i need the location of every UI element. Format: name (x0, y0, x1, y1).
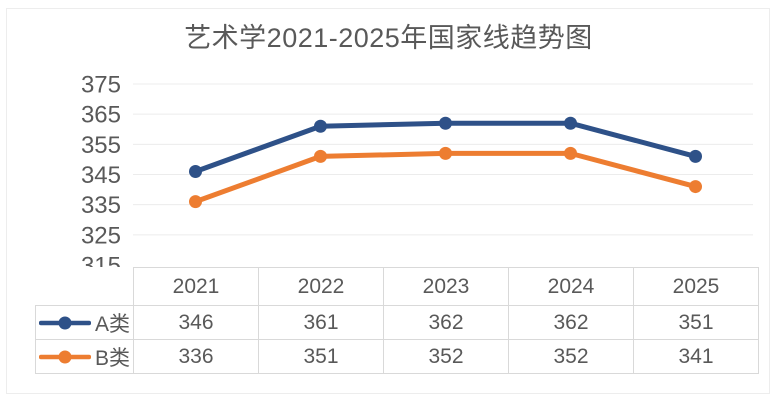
y-tick-label: 345 (81, 162, 121, 189)
value-cell: 352 (383, 339, 509, 374)
data-point-B类-2025 (689, 180, 702, 194)
data-point-A类-2025 (689, 149, 702, 163)
value-cell: 352 (508, 339, 634, 374)
data-point-B类-2023 (439, 146, 452, 160)
legend-cell: B类 (35, 339, 134, 374)
year-header-cell: 2021 (133, 267, 259, 306)
y-tick-label: 365 (81, 102, 121, 129)
value-cell: 341 (633, 339, 759, 374)
value-cell: 351 (258, 339, 384, 374)
year-header-cell: 2022 (258, 267, 384, 306)
year-header-row: 2021 2022 2023 2024 2025 (36, 267, 759, 306)
y-tick-label: 355 (81, 132, 121, 159)
legend-key-icon (38, 350, 91, 363)
value-cell: 361 (258, 305, 384, 340)
data-point-A类-2024 (564, 116, 577, 130)
year-header-cell: 2024 (508, 267, 634, 306)
data-point-B类-2022 (314, 149, 327, 163)
series-row-B类: B类 336 351 352 352 341 (35, 339, 759, 374)
y-tick-label: 375 (81, 72, 121, 99)
data-point-A类-2022 (314, 119, 327, 133)
line-plot: 375 365 355 345 335 325 315 (81, 72, 753, 268)
data-point-B类-2021 (189, 195, 202, 209)
y-tick-label: 335 (81, 192, 121, 219)
value-cell: 346 (133, 305, 259, 340)
data-point-A类-2021 (189, 164, 202, 178)
value-cell: 351 (633, 305, 759, 340)
series-line-B类 (193, 150, 698, 205)
year-header-cell: 2025 (633, 267, 759, 306)
data-point-A类-2023 (439, 116, 452, 130)
table-corner-cell (36, 268, 134, 306)
series-row-A类: A类 346 361 362 362 351 (35, 305, 759, 340)
series-name-label: B类 (94, 346, 130, 370)
value-cell: 336 (133, 339, 259, 374)
data-point-B类-2024 (564, 146, 577, 160)
value-cell: 362 (508, 305, 634, 340)
data-table: 2021 2022 2023 2024 2025 A类 346 361 362 362 351 B类… (35, 267, 759, 374)
y-tick-label: 325 (81, 222, 121, 249)
y-tick-label: 315 (81, 253, 121, 268)
legend-cell: A类 (35, 305, 134, 340)
legend-key-icon (38, 316, 91, 329)
year-header-cell: 2023 (383, 267, 509, 306)
chart-title: 艺术学2021-2025年国家线趋势图 (184, 23, 593, 53)
value-cell: 362 (383, 305, 509, 340)
series-name-label: A类 (94, 312, 130, 336)
